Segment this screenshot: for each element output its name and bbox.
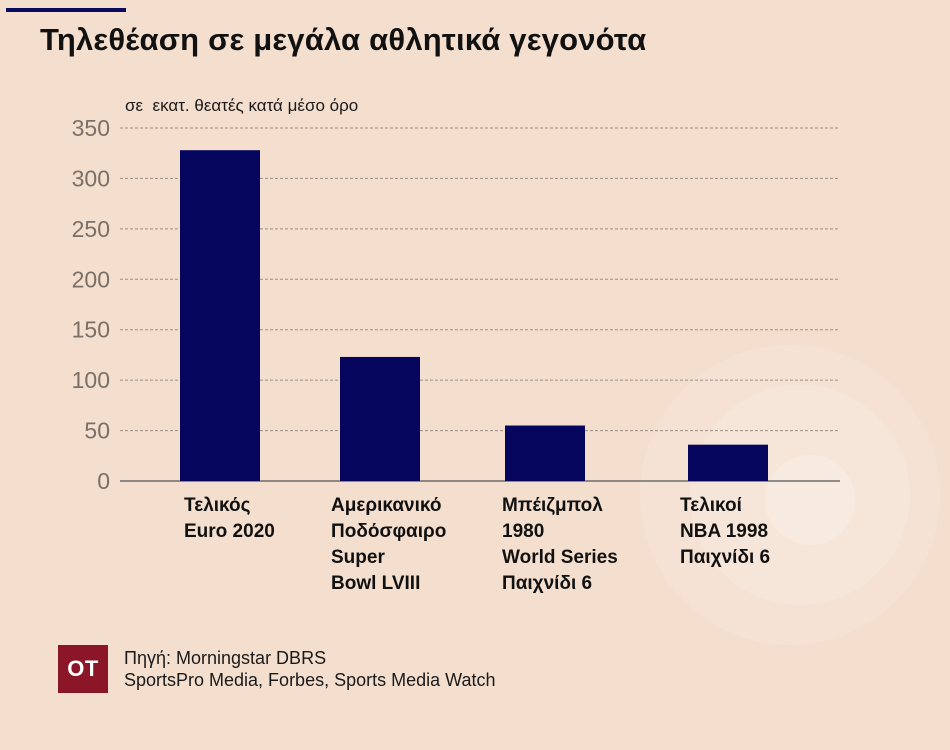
bar bbox=[688, 444, 768, 481]
x-category-label: Μπέιζμπολ 1980 World Series Παιχνίδι 6 bbox=[502, 495, 618, 594]
chart-title: Τηλεθέαση σε μεγάλα αθλητικά γεγονότα bbox=[40, 22, 647, 57]
y-tick-label: 50 bbox=[84, 418, 110, 444]
x-category-label: Τελικός Euro 2020 bbox=[184, 495, 275, 542]
top-accent-rule bbox=[6, 8, 126, 12]
x-category-label: Τελικοί NBA 1998 Παιχνίδι 6 bbox=[680, 495, 771, 568]
source-line-2: SportsPro Media, Forbes, Sports Media Wa… bbox=[124, 670, 496, 690]
chart-subtitle: σε εκατ. θεατές κατά μέσο όρο bbox=[125, 96, 359, 115]
source-line-1: Πηγή: Morningstar DBRS bbox=[124, 648, 327, 668]
y-tick-label: 250 bbox=[72, 216, 110, 242]
y-tick-label: 300 bbox=[72, 165, 110, 191]
x-category-label: Αμερικανικό Ποδόσφαιρο Super Bowl LVIII bbox=[331, 495, 447, 594]
y-tick-label: 0 bbox=[97, 468, 110, 494]
y-tick-label: 150 bbox=[72, 317, 110, 343]
bar bbox=[180, 150, 260, 481]
y-tick-label: 350 bbox=[72, 115, 110, 141]
bar bbox=[340, 356, 420, 481]
bar bbox=[505, 425, 585, 481]
y-tick-label: 200 bbox=[72, 266, 110, 292]
y-tick-label: 100 bbox=[72, 367, 110, 393]
ot-logo: OT bbox=[58, 645, 108, 693]
